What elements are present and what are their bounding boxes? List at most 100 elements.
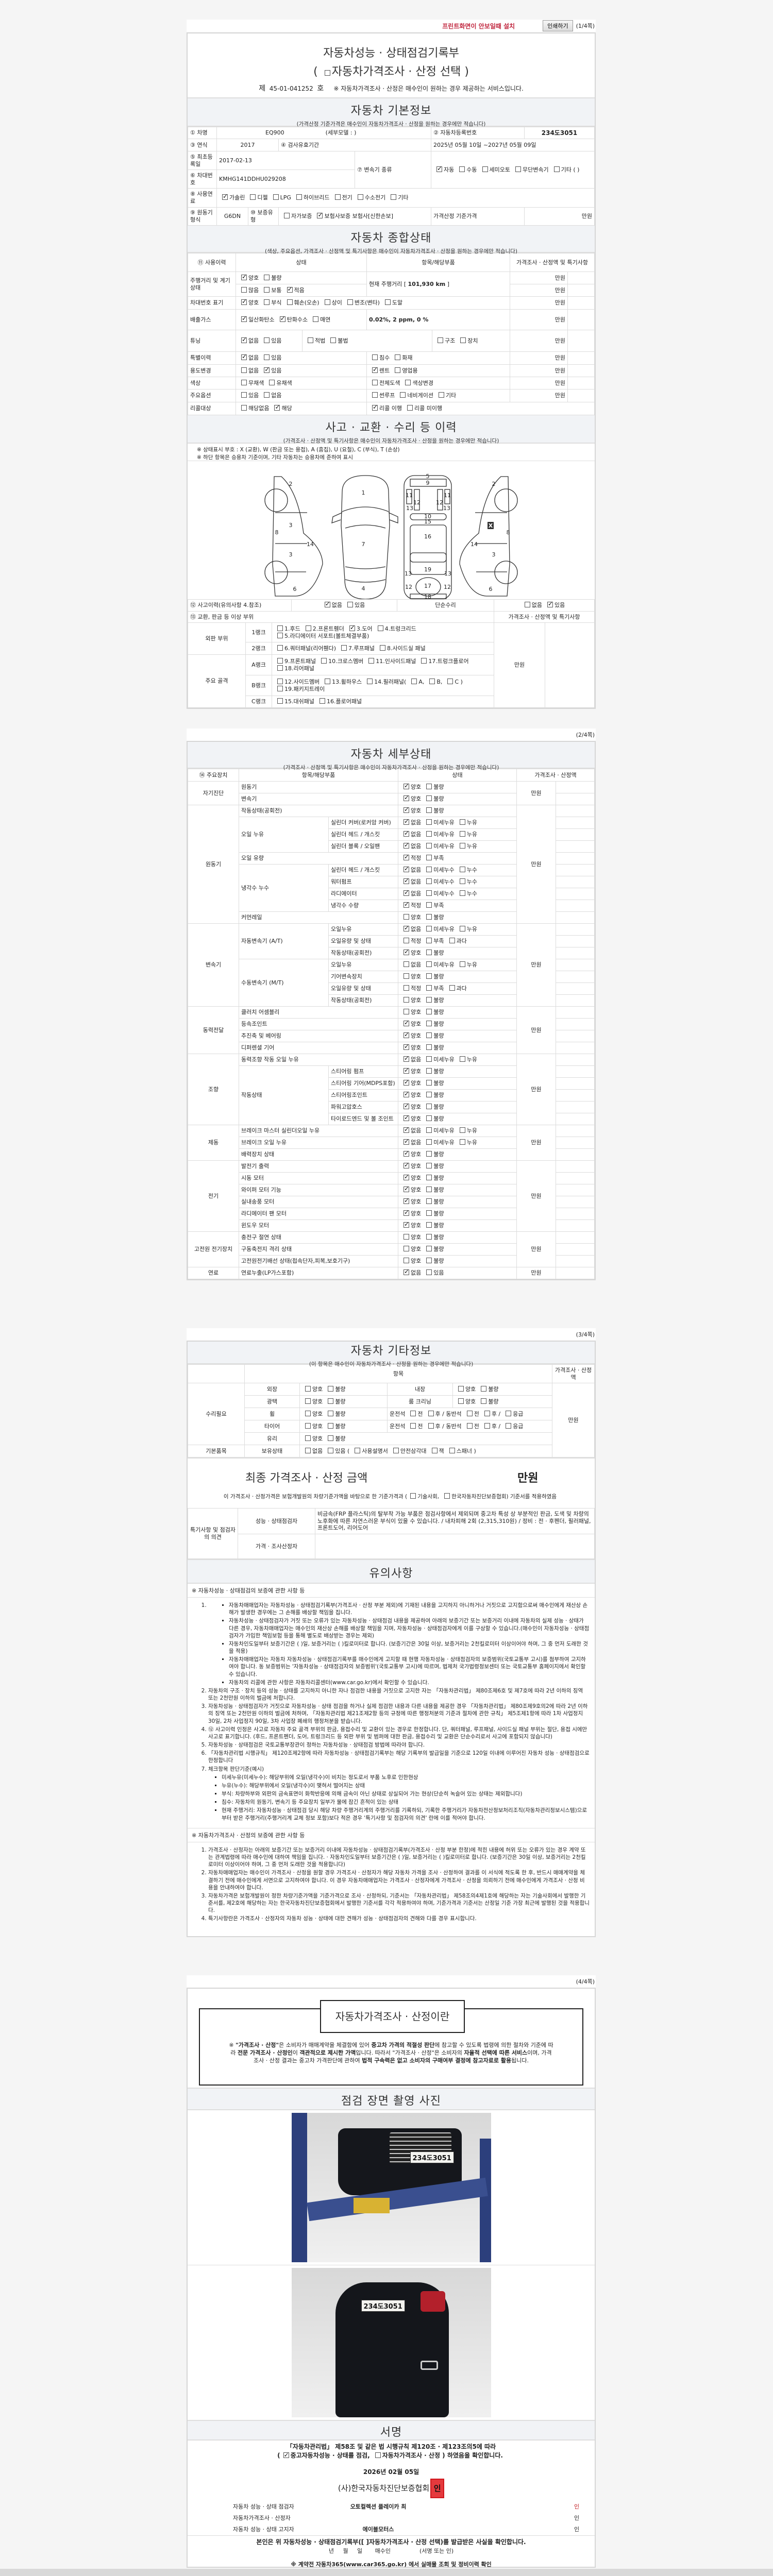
part-number-label: 2 bbox=[289, 481, 293, 487]
price: 만원 bbox=[510, 351, 568, 365]
checked-checkbox-icon bbox=[404, 1090, 409, 1098]
checkbox-option: 네비게이션 bbox=[397, 392, 433, 399]
checkbox-option: 누수 bbox=[457, 890, 477, 897]
table-row: 오일유량 및 상태 적정 부족 과다 bbox=[188, 935, 595, 947]
detail-header: 자동차 세부상태 (가격조사 · 산정액 및 특기사항은 매수인이 자동차가격조사… bbox=[188, 742, 595, 771]
mileage-suffix: ] bbox=[447, 280, 450, 287]
rank-options: 6.쿼터패널(리어휀다) 7.루프패널 8.사이드실 패널 bbox=[272, 642, 494, 655]
price: 만원 bbox=[516, 1054, 556, 1125]
tuning-legal: 적법 불법 bbox=[302, 330, 432, 352]
checkbox-option: 8.사이드실 패널 bbox=[377, 645, 426, 652]
checkbox-option: 수소전기 bbox=[355, 194, 385, 201]
option-label: 1.후드 bbox=[284, 625, 300, 632]
unchecked-checkbox-icon bbox=[305, 1410, 311, 1416]
checkbox-option: 누유 bbox=[457, 961, 477, 969]
part-number-label: 8 bbox=[275, 529, 279, 536]
page-4: 자동차가격조사 · 산정이란 ※ "가격조사 · 산정"은 소비자가 매매계약을… bbox=[187, 1988, 596, 2568]
blank bbox=[556, 852, 595, 865]
blank bbox=[556, 876, 595, 888]
checkbox-option: 수동 bbox=[456, 166, 477, 174]
unchecked-checkbox-icon bbox=[459, 166, 465, 172]
option-label: 양호 bbox=[411, 1068, 422, 1075]
part-number-label: 1 bbox=[362, 489, 365, 496]
blank bbox=[556, 817, 595, 829]
caution-bullet: 누유(누수): 해당부위에서 오일(냉각수)이 맺혀서 떨어지는 상태 bbox=[222, 1782, 590, 1789]
unchecked-checkbox-icon bbox=[426, 867, 432, 873]
checkbox-option: 자동차가격조사 · 산정 ) 하였음을 확인합니다. bbox=[372, 2451, 503, 2460]
option-label: 불량 bbox=[335, 1422, 346, 1430]
option-label: 훼손(오손) bbox=[294, 299, 320, 307]
label: 용도변경 bbox=[188, 364, 236, 377]
checkbox-option: 불량 bbox=[423, 1187, 444, 1194]
checkbox-option: 불량 bbox=[423, 795, 444, 803]
column-header: 항목/해당부품 bbox=[239, 769, 398, 782]
device-group: 동력전달 bbox=[188, 1006, 239, 1054]
sub-item: 실린더 헤드 / 개스킷 bbox=[328, 864, 398, 876]
blank bbox=[556, 828, 595, 841]
option-label: 리콜 이행 bbox=[379, 405, 402, 412]
print-button[interactable]: 인쇄하기 bbox=[543, 20, 573, 31]
unchecked-checkbox-icon bbox=[426, 1139, 432, 1145]
checked-checkbox-icon bbox=[404, 1055, 409, 1062]
checkbox-option: 기술사회, bbox=[407, 1493, 439, 1500]
special-history-items: 침수 화재 bbox=[366, 351, 510, 365]
option-label: 안전삼각대 bbox=[400, 1447, 427, 1454]
current-mileage: 101,930 km bbox=[408, 280, 446, 287]
state-options: 양호 불량 bbox=[398, 1006, 517, 1019]
blank bbox=[188, 1364, 245, 1383]
record-number-line: 제 45-01-041252 호 ※ 자동차가격조사 · 산정은 매수인이 원하… bbox=[188, 83, 595, 93]
unchecked-checkbox-icon bbox=[380, 645, 386, 651]
checkbox-option: 자동 bbox=[433, 165, 454, 174]
checkbox-option: 하이브리드 bbox=[293, 194, 330, 201]
unchecked-checkbox-icon bbox=[426, 985, 432, 991]
checkbox-option: 없음 bbox=[400, 818, 421, 826]
state-options: 없음 미세누유 누유 bbox=[398, 1137, 517, 1149]
checkbox-option: 리콜 이행 bbox=[369, 403, 402, 412]
vin: KMHG141DDHU029208 bbox=[216, 170, 355, 189]
checkbox-option: 불량 bbox=[325, 1422, 346, 1430]
option-label: 적음 bbox=[294, 286, 305, 294]
unchecked-checkbox-icon bbox=[459, 843, 465, 849]
install-link[interactable]: 프린트화면이 안보일때 설치 bbox=[442, 22, 515, 30]
option-label: 불량 bbox=[433, 973, 444, 980]
label: ⑨ 원동기형식 bbox=[188, 207, 217, 226]
item: 등속조인트 bbox=[239, 1018, 398, 1030]
underside-outline bbox=[404, 475, 452, 599]
blank bbox=[556, 923, 595, 936]
option-label: 누유 bbox=[466, 819, 477, 826]
lift-post bbox=[291, 2113, 307, 2262]
label: ② 자동차등록번호 bbox=[431, 127, 525, 139]
item: 구동축전지 격리 상태 bbox=[239, 1243, 398, 1256]
checked-checkbox-icon bbox=[404, 1173, 409, 1181]
table-row: 스티어링 기어(MDPS포함) 양호 불량 bbox=[188, 1077, 595, 1090]
checkbox-option: 전 bbox=[407, 1422, 423, 1430]
sub-item: 오일누유 bbox=[328, 923, 398, 936]
unchecked-checkbox-icon bbox=[372, 354, 378, 361]
checkbox-option: 불량 bbox=[325, 1398, 346, 1405]
label: 주행거리 및 계기상태 bbox=[188, 272, 236, 297]
option-label: 18.리어패널 bbox=[284, 665, 314, 672]
checkbox-option: 양호 bbox=[400, 1090, 421, 1099]
option-label: 없음 bbox=[331, 602, 342, 609]
blank bbox=[556, 959, 595, 971]
section-subtitle: (이 항목은 매수인이 자동차가격조사 · 산정을 원하는 경우에만 적습니다) bbox=[309, 1361, 474, 1367]
option-label: 사용설명서 bbox=[362, 1447, 388, 1454]
state-options: 양호 불량 bbox=[398, 1219, 517, 1232]
checkbox-option: 양호 bbox=[400, 1102, 421, 1111]
option-label: 없음 bbox=[411, 961, 422, 969]
top-view-outline bbox=[341, 475, 390, 599]
checked-checkbox-icon bbox=[241, 298, 247, 306]
label: ③ 연식 bbox=[188, 139, 217, 151]
checkbox-option: 양호 bbox=[400, 1246, 421, 1253]
option-label: 적정 bbox=[411, 938, 422, 945]
checkbox-option: 있음 bbox=[344, 602, 365, 609]
caution-item: ⑫ 사고이력 인정은 사고로 자동차 주요 골격 부위의 판금, 용접수리 및 … bbox=[208, 1726, 590, 1740]
checkbox-option: 없음 bbox=[302, 1447, 323, 1455]
caution-bullet: 침수: 자동차의 원동기, 변속기 등 주요장치 일부가 물에 잠긴 흔적이 있… bbox=[222, 1799, 590, 1806]
sub-item: 기어변속장치 bbox=[328, 971, 398, 983]
unchecked-checkbox-icon bbox=[277, 678, 283, 684]
unchecked-checkbox-icon bbox=[328, 1447, 334, 1453]
final-price-section: 최종 가격조사 · 산정 금액 만원 이 가격조사 · 산정가격은 보험개발원의… bbox=[188, 1458, 595, 1508]
unchecked-checkbox-icon bbox=[459, 961, 465, 968]
